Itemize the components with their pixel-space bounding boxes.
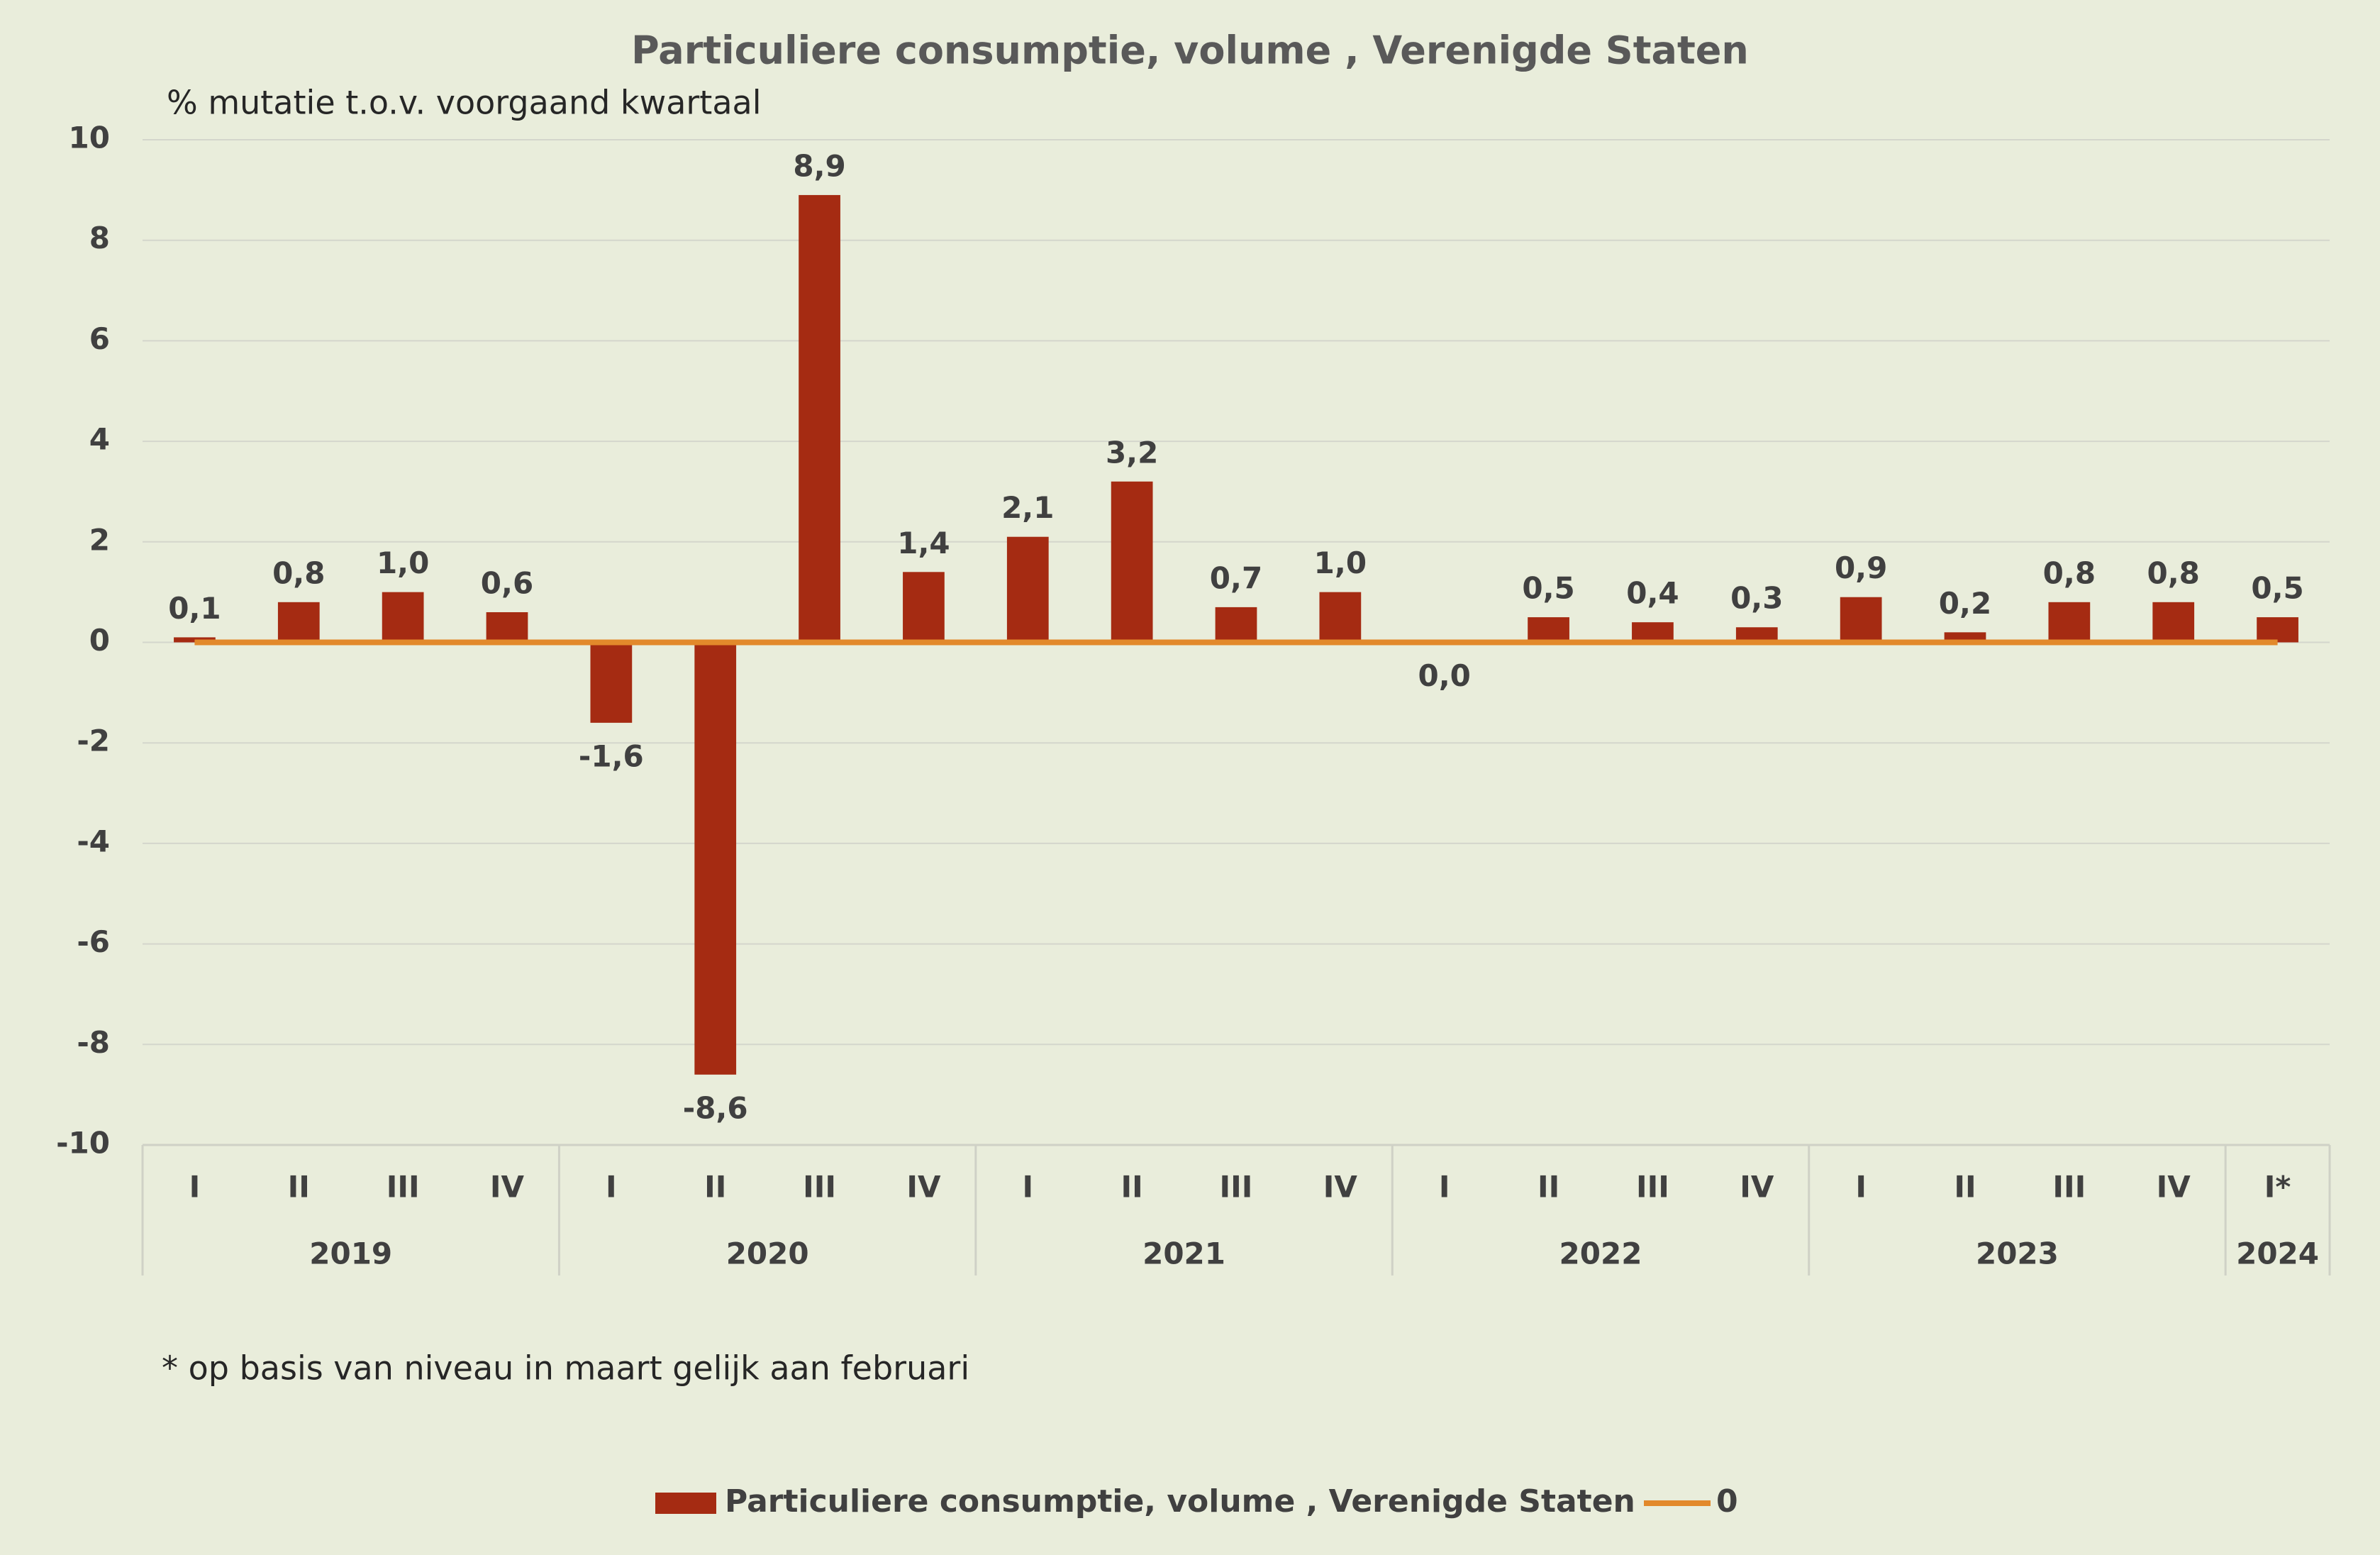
data-label: 2,1: [1001, 490, 1054, 525]
x-tick-label: IV: [490, 1170, 525, 1205]
bar: [590, 642, 633, 723]
bar: [799, 194, 840, 643]
y-tick-label: 0: [89, 623, 110, 658]
y-tick-label: -6: [77, 924, 110, 959]
bar: [1111, 481, 1153, 643]
data-label: 0,3: [1730, 581, 1783, 616]
x-group-label: 2020: [726, 1236, 809, 1271]
y-tick-label: 2: [89, 522, 110, 557]
data-label: 1,4: [897, 526, 950, 560]
x-tick-label: I: [189, 1170, 201, 1205]
data-label: 0,5: [2251, 571, 2303, 606]
y-tick-label: 8: [89, 221, 110, 255]
x-group-label: 2024: [2236, 1236, 2319, 1271]
x-tick-label: II: [1954, 1170, 1976, 1205]
bar: [382, 592, 424, 643]
data-label: 3,2: [1106, 435, 1158, 470]
y-tick-label: 6: [89, 321, 110, 356]
bar: [903, 572, 945, 643]
bar: [1006, 536, 1049, 643]
y-tick-label: -8: [77, 1025, 110, 1060]
x-tick-label: I: [1439, 1170, 1450, 1205]
x-tick-label: IV: [1740, 1170, 1774, 1205]
data-label: 1,0: [1314, 546, 1367, 580]
data-label: 0,9: [1835, 550, 1887, 585]
subtitle: % mutatie t.o.v. voorgaand kwartaal: [167, 84, 762, 122]
x-tick-label: I*: [2264, 1170, 2291, 1205]
x-tick-label: II: [1537, 1170, 1559, 1205]
bar: [2257, 617, 2298, 643]
data-label: 0,2: [1939, 586, 1991, 621]
bar: [1528, 617, 1569, 643]
data-label: 0,5: [1522, 571, 1574, 606]
x-tick-label: I: [606, 1170, 617, 1205]
x-group-label: 2021: [1142, 1236, 1225, 1271]
data-label: 0,1: [168, 591, 221, 626]
bar: [1319, 592, 1362, 643]
data-label: -1,6: [579, 738, 644, 773]
x-tick-label: I: [1022, 1170, 1033, 1205]
data-label: 0,7: [1210, 560, 1262, 595]
bar: [1632, 622, 1674, 643]
bar: [1215, 607, 1257, 643]
x-tick-label: II: [704, 1170, 726, 1205]
y-tick-label: -4: [77, 824, 110, 858]
chart-title: Particuliere consumptie, volume , Vereni…: [631, 28, 1749, 73]
bar: [2048, 602, 2091, 643]
x-group-label: 2022: [1559, 1236, 1642, 1271]
data-label: 0,0: [1418, 658, 1471, 693]
data-label: 0,8: [272, 555, 325, 590]
legend-label: Particuliere consumptie, volume , Vereni…: [725, 1483, 1635, 1520]
x-tick-label: III: [387, 1170, 420, 1205]
data-label: 0,8: [2043, 555, 2096, 590]
bar: [277, 602, 320, 643]
y-tick-label: -2: [77, 724, 110, 758]
bar: [1735, 627, 1778, 643]
bar: [2152, 602, 2195, 643]
legend-swatch: [655, 1493, 716, 1514]
data-label: 0,6: [481, 565, 533, 600]
x-tick-label: IV: [1323, 1170, 1358, 1205]
x-group-label: 2023: [1976, 1236, 2059, 1271]
x-tick-label: III: [1636, 1170, 1669, 1205]
y-tick-label: 10: [69, 121, 110, 155]
y-tick-label: -10: [56, 1126, 110, 1161]
data-label: 0,8: [2147, 555, 2200, 590]
bar: [694, 642, 737, 1075]
x-tick-label: III: [2052, 1170, 2086, 1205]
x-tick-label: II: [288, 1170, 310, 1205]
data-label: 1,0: [377, 546, 429, 580]
data-label: 8,9: [793, 148, 845, 183]
data-label: 0,4: [1626, 576, 1679, 611]
legend-label: 0: [1716, 1483, 1738, 1520]
x-tick-label: III: [1220, 1170, 1253, 1205]
x-tick-label: II: [1121, 1170, 1143, 1205]
x-tick-label: IV: [2157, 1170, 2191, 1205]
data-label: -8,6: [683, 1090, 748, 1125]
x-group-label: 2019: [309, 1236, 392, 1271]
y-tick-label: 4: [89, 422, 110, 457]
x-tick-label: III: [803, 1170, 836, 1205]
x-tick-label: I: [1855, 1170, 1867, 1205]
bar: [486, 612, 528, 643]
footnote: * op basis van niveau in maart gelijk aa…: [162, 1349, 969, 1388]
bar: [1840, 597, 1882, 643]
x-tick-label: IV: [906, 1170, 941, 1205]
